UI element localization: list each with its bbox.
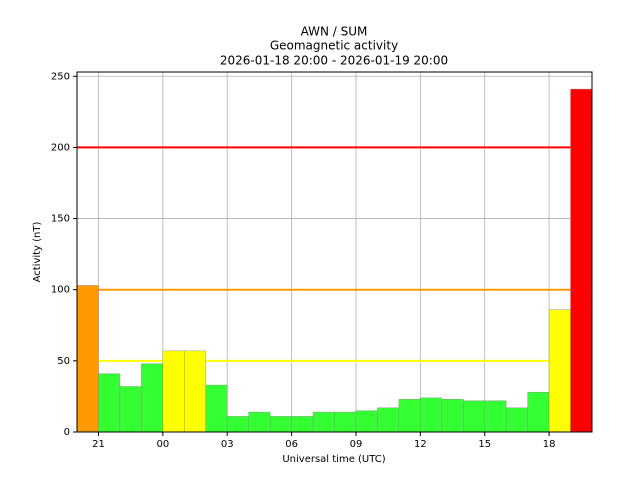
bar [291,416,314,433]
bar [269,416,292,433]
bar [398,399,421,433]
bar [484,400,507,433]
y-tick-label: 0 [64,427,70,438]
bar [205,384,228,433]
bar [420,397,442,433]
x-tick-label: 12 [414,439,427,450]
x-tick-label: 03 [221,439,234,450]
x-axis-label: Universal time (UTC) [282,454,385,465]
bar [248,411,271,433]
x-tick-label: 06 [285,439,298,450]
y-tick-label: 250 [51,71,70,82]
bar [377,407,400,433]
bar [527,391,550,433]
bar [119,386,142,433]
chart-subtitle: Geomagnetic activity [270,39,398,53]
bar [312,411,335,433]
y-tick-label: 50 [57,356,70,367]
x-tick-label: 09 [350,439,363,450]
x-tick-label: 18 [543,439,556,450]
plot-frame [76,71,593,433]
bar [162,350,185,433]
bar [570,88,593,433]
bar [505,407,528,433]
bar [227,416,249,433]
bar [98,373,121,433]
bar [334,411,357,433]
x-tick-label: 21 [92,439,105,450]
chart-title: AWN / SUM [301,25,368,39]
bar [76,285,99,433]
y-tick-label: 200 [51,142,70,153]
y-tick-label: 100 [51,285,70,296]
x-tick-label: 15 [478,439,491,450]
bar [141,363,164,433]
bar [441,399,464,433]
y-axis-label: Activity (nT) [32,221,43,282]
y-tick-label: 150 [51,214,70,225]
bar [548,309,571,433]
chart-subtitle: 2026-01-18 20:00 - 2026-01-19 20:00 [220,54,448,68]
bar [355,410,378,433]
bar [184,350,206,433]
bar [463,400,485,433]
x-tick-label: 00 [156,439,169,450]
